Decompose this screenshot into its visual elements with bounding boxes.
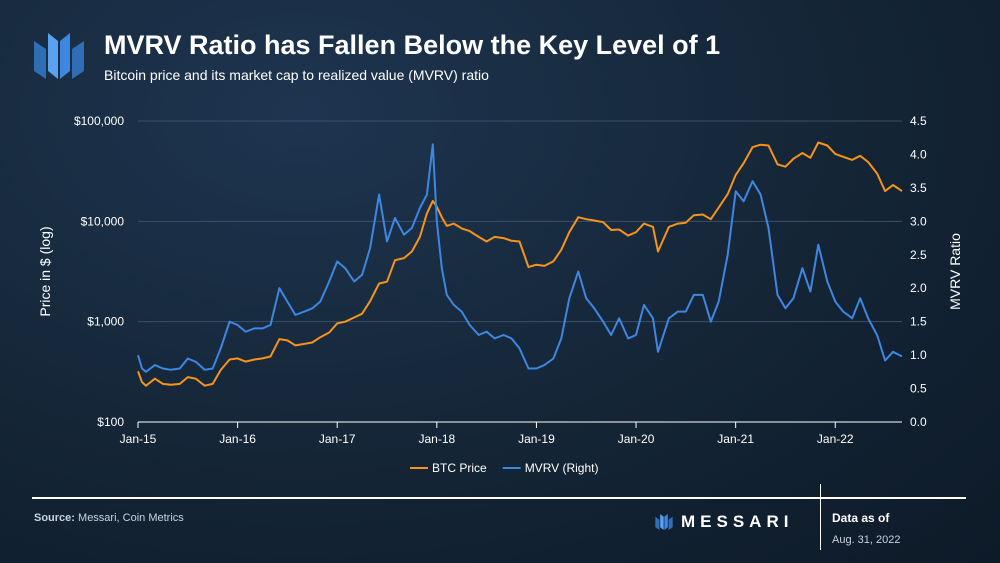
y-right-tick-label: 4.0 bbox=[910, 147, 927, 161]
x-tick-label: Jan-15 bbox=[120, 432, 157, 446]
series-layer bbox=[137, 141, 903, 387]
data-as-of-date: Aug. 31, 2022 bbox=[832, 534, 901, 546]
y-left-axis-title: Price in $ (log) bbox=[37, 226, 53, 316]
legend-label: BTC Price bbox=[432, 461, 487, 475]
y-right-tick-label: 2.5 bbox=[910, 248, 927, 262]
chart-subtitle: Bitcoin price and its market cap to real… bbox=[104, 67, 489, 83]
y-right-tick-label: 2.0 bbox=[910, 281, 927, 295]
y-right-tick-label: 1.0 bbox=[910, 348, 927, 362]
y-right-tick-label: 3.0 bbox=[910, 214, 927, 228]
brand-name: MESSARI bbox=[681, 512, 794, 531]
source-note: Source: Messari, Coin Metrics bbox=[34, 512, 184, 524]
y-left-tick-label: $100 bbox=[97, 415, 124, 429]
footer-divider bbox=[820, 484, 821, 550]
x-tick-label: Jan-22 bbox=[817, 432, 854, 446]
y-right-tick-label: 1.5 bbox=[910, 315, 927, 329]
y-right-tick-label: 4.5 bbox=[910, 114, 927, 128]
chart-area: $100 $1,000 $10,000 $100,000 0.0 0.5 1.0 1.5 2.0… bbox=[37, 114, 963, 475]
y-left-tick-label: $10,000 bbox=[81, 214, 125, 228]
x-tick-label: Jan-20 bbox=[618, 432, 655, 446]
btc-price-line bbox=[137, 141, 903, 387]
x-tick-label: Jan-18 bbox=[418, 432, 455, 446]
x-tick-label: Jan-17 bbox=[319, 432, 356, 446]
y-right-tick-label: 0.5 bbox=[910, 382, 927, 396]
y-right-axis-title: MVRV Ratio bbox=[947, 233, 963, 310]
legend-label: MVRV (Right) bbox=[525, 461, 599, 475]
y-right-tick-label: 0.0 bbox=[910, 415, 927, 429]
y-left-tick-label: $100,000 bbox=[74, 114, 124, 128]
source-text: Messari, Coin Metrics bbox=[78, 512, 184, 524]
legend: BTC Price MVRV (Right) bbox=[410, 461, 598, 475]
y-left-tick-label: $1,000 bbox=[87, 315, 124, 329]
x-tick-label: Jan-16 bbox=[219, 432, 256, 446]
chart-title: MVRV Ratio has Fallen Below the Key Leve… bbox=[104, 30, 721, 60]
messari-logo-icon bbox=[34, 33, 84, 79]
source-label: Source: bbox=[34, 512, 75, 524]
axes: $100 $1,000 $10,000 $100,000 0.0 0.5 1.0 1.5 2.0… bbox=[37, 114, 963, 446]
x-tick-label: Jan-19 bbox=[518, 432, 555, 446]
x-tick-label: Jan-21 bbox=[717, 432, 754, 446]
mvrv-line bbox=[137, 143, 903, 373]
messari-mark-icon bbox=[655, 514, 673, 530]
data-as-of-label: Data as of bbox=[832, 511, 890, 525]
footer-rule bbox=[32, 497, 966, 499]
y-right-tick-label: 3.5 bbox=[910, 181, 927, 195]
brand: MESSARI bbox=[655, 512, 793, 532]
